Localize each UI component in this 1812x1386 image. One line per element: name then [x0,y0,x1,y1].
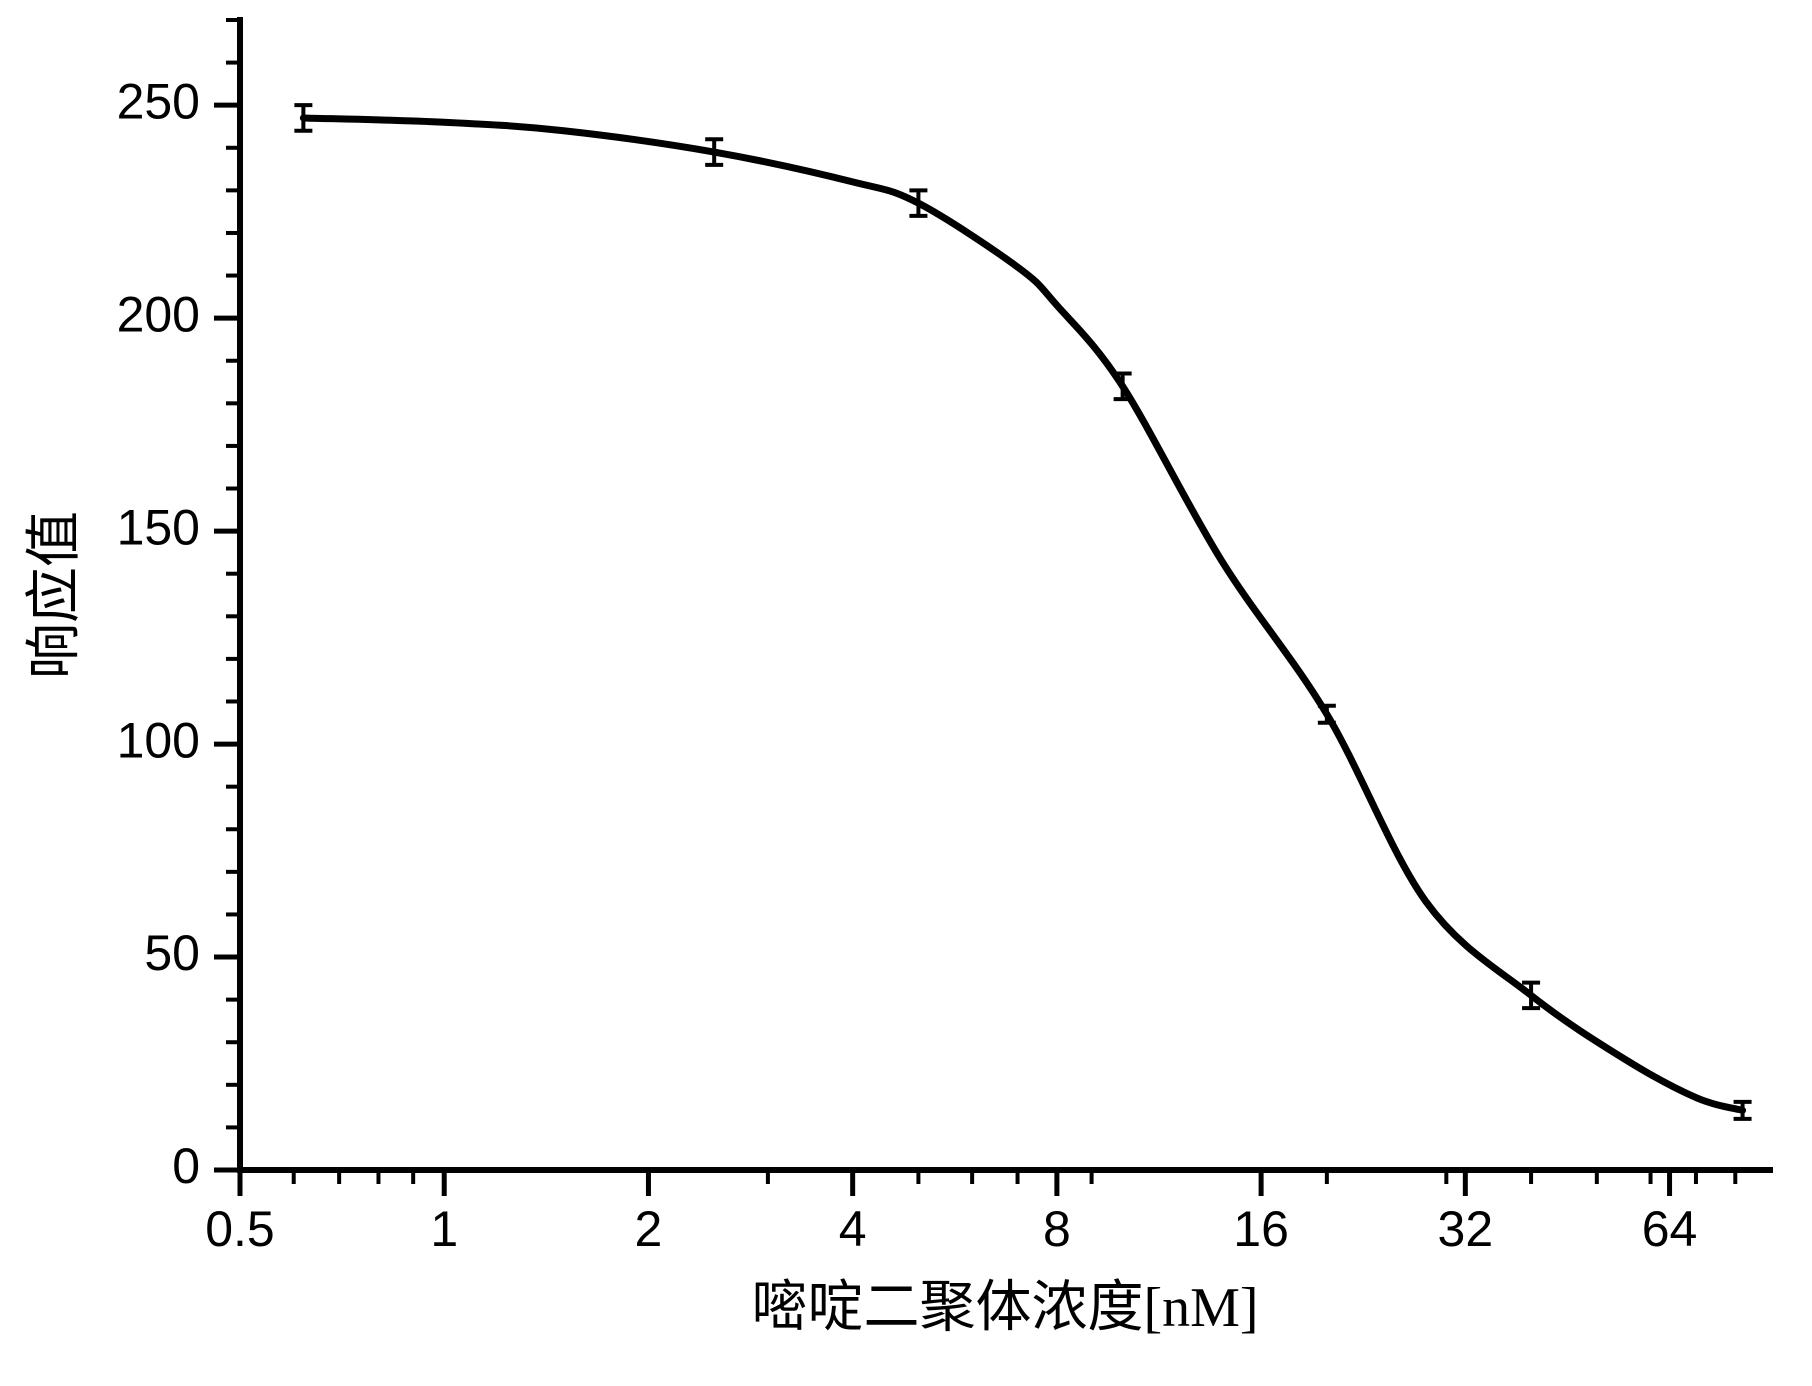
chart-svg: 0 50 100 150 200 250 0.5 1 2 4 8 16 32 64 响应值嘧啶二聚体浓度[n… [0,0,1812,1386]
svg-text:150: 150 [117,499,200,555]
svg-text:2: 2 [635,1201,663,1257]
svg-text:100: 100 [117,712,200,768]
svg-text:8: 8 [1043,1201,1071,1257]
svg-text:0: 0 [172,1138,200,1194]
svg-text:250: 250 [117,73,200,129]
svg-text:200: 200 [117,286,200,342]
svg-text:1: 1 [430,1201,458,1257]
svg-text:50: 50 [144,925,200,981]
svg-text:嘧啶二聚体浓度[nM]: 嘧啶二聚体浓度[nM] [751,1277,1258,1339]
svg-text:32: 32 [1438,1201,1494,1257]
svg-text:响应值: 响应值 [24,511,86,679]
svg-text:64: 64 [1642,1201,1698,1257]
svg-text:4: 4 [839,1201,867,1257]
svg-text:0.5: 0.5 [205,1201,275,1257]
svg-text:16: 16 [1233,1201,1289,1257]
dose-response-chart: 0 50 100 150 200 250 0.5 1 2 4 8 16 32 64 响应值嘧啶二聚体浓度[n… [0,0,1812,1386]
